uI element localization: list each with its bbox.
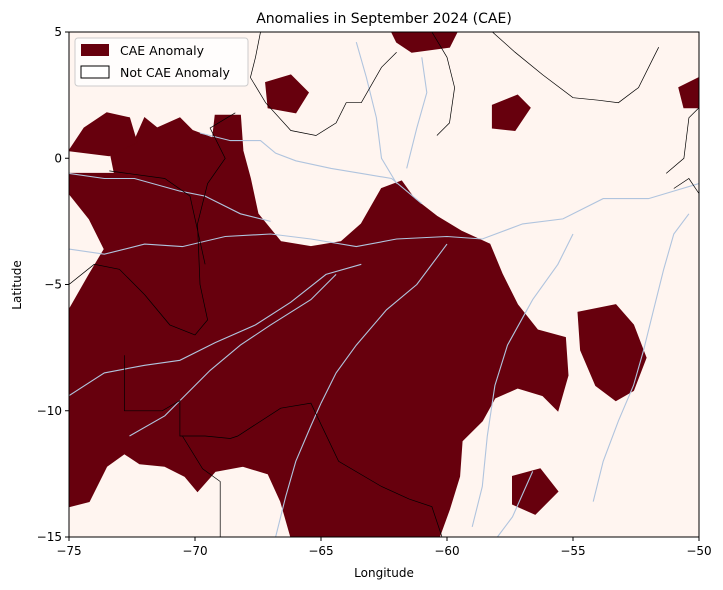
river-line: [69, 172, 271, 222]
border-line: [109, 170, 206, 265]
x-tick-label: −50: [686, 544, 711, 558]
border-line: [492, 32, 660, 104]
legend-box: [74, 37, 249, 87]
border-line: [124, 355, 443, 537]
river-line: [592, 213, 690, 502]
border-line: [673, 178, 699, 194]
y-tick-label: 5: [54, 25, 62, 39]
chart-title: Anomalies in September 2024 (CAE): [256, 11, 512, 27]
x-tick-label: −65: [308, 544, 333, 558]
legend-swatch-cae-anomaly: [81, 44, 109, 56]
river-line: [320, 243, 448, 404]
river-line: [69, 182, 699, 255]
x-axis: −75 −70 −65 −60 −55 −50: [56, 537, 712, 558]
river-line: [129, 274, 337, 437]
x-axis-label: Longitude: [354, 566, 414, 580]
border-line: [250, 32, 397, 136]
border-line: [182, 435, 221, 537]
legend-label-not-cae-anomaly: Not CAE Anomaly: [120, 65, 230, 80]
anomaly-region-north-strip: [69, 112, 138, 157]
anomaly-layer: [69, 32, 699, 537]
border-layer: [69, 32, 699, 537]
x-tick-label: −60: [434, 544, 459, 558]
anomaly-region-far-east-north: [678, 76, 699, 109]
legend-label-cae-anomaly: CAE Anomaly: [120, 43, 205, 58]
legend: CAE Anomaly Not CAE Anomaly: [74, 37, 249, 87]
anomaly-region-main: [69, 114, 569, 537]
y-tick-label: 0: [54, 151, 62, 165]
x-tick-label: −55: [560, 544, 585, 558]
border-line: [69, 112, 236, 336]
river-line: [496, 471, 534, 537]
legend-swatch-not-cae-anomaly: [80, 65, 110, 79]
y-tick-label: −10: [37, 404, 62, 418]
y-tick-label: −15: [37, 530, 62, 544]
river-line: [355, 41, 398, 184]
x-tick-label: −75: [56, 544, 81, 558]
border-line: [431, 32, 455, 136]
river-line: [275, 402, 322, 537]
border-line: [665, 107, 699, 174]
river-line: [471, 233, 574, 528]
river-line: [69, 263, 362, 397]
anomaly-region-east-blob: [577, 304, 647, 402]
plot-area: [69, 32, 699, 537]
anomaly-region-north-east-patch: [491, 94, 531, 132]
river-line: [406, 57, 428, 169]
x-tick-label: −70: [182, 544, 207, 558]
anomaly-region-south-east-patch: [512, 468, 559, 515]
river-layer: [69, 41, 699, 537]
river-line: [199, 132, 423, 205]
y-axis: −15 −10 −5 0 5: [37, 25, 69, 544]
y-axis-label: Latitude: [10, 260, 24, 309]
anomaly-region-mid-north-patch: [265, 74, 310, 114]
y-tick-label: −5: [44, 278, 62, 292]
